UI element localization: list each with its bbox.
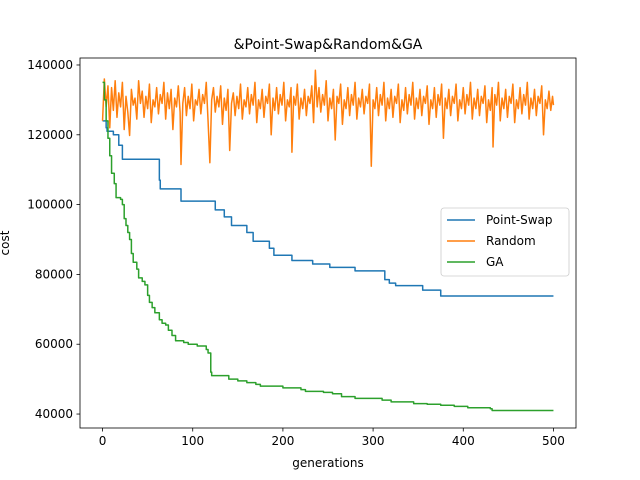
y-tick-label: 100000 [27,198,73,212]
y-axis: 40000 60000 80000 100000 120000 140000 [27,58,80,421]
x-tick-label: 300 [362,434,385,448]
series-line-random [101,69,555,167]
x-tick-label: 200 [271,434,294,448]
legend-label-ga: GA [486,255,504,269]
y-tick-label: 140000 [27,58,73,72]
y-axis-label: cost [0,230,12,255]
legend-label-random: Random [486,234,536,248]
y-tick-label: 120000 [27,128,73,142]
legend-box [440,207,570,277]
series-layer [101,69,555,412]
series-line-ga [102,81,554,412]
y-tick-label: 40000 [35,407,73,421]
y-tick-label: 80000 [35,267,73,281]
axes-frame [79,57,577,429]
x-axis-label: generations [292,456,364,470]
x-axis: 0 100 200 300 400 500 [99,428,565,448]
x-tick-label: 100 [181,434,204,448]
x-tick-label: 0 [99,434,107,448]
legend: Point-Swap Random GA [440,207,570,277]
series-line-point-swap [102,120,554,297]
x-tick-label: 400 [452,434,475,448]
y-tick-label: 60000 [35,337,73,351]
chart-title: &Point-Swap&Random&GA [234,37,423,53]
legend-label-point-swap: Point-Swap [486,213,553,227]
x-tick-label: 500 [542,434,565,448]
